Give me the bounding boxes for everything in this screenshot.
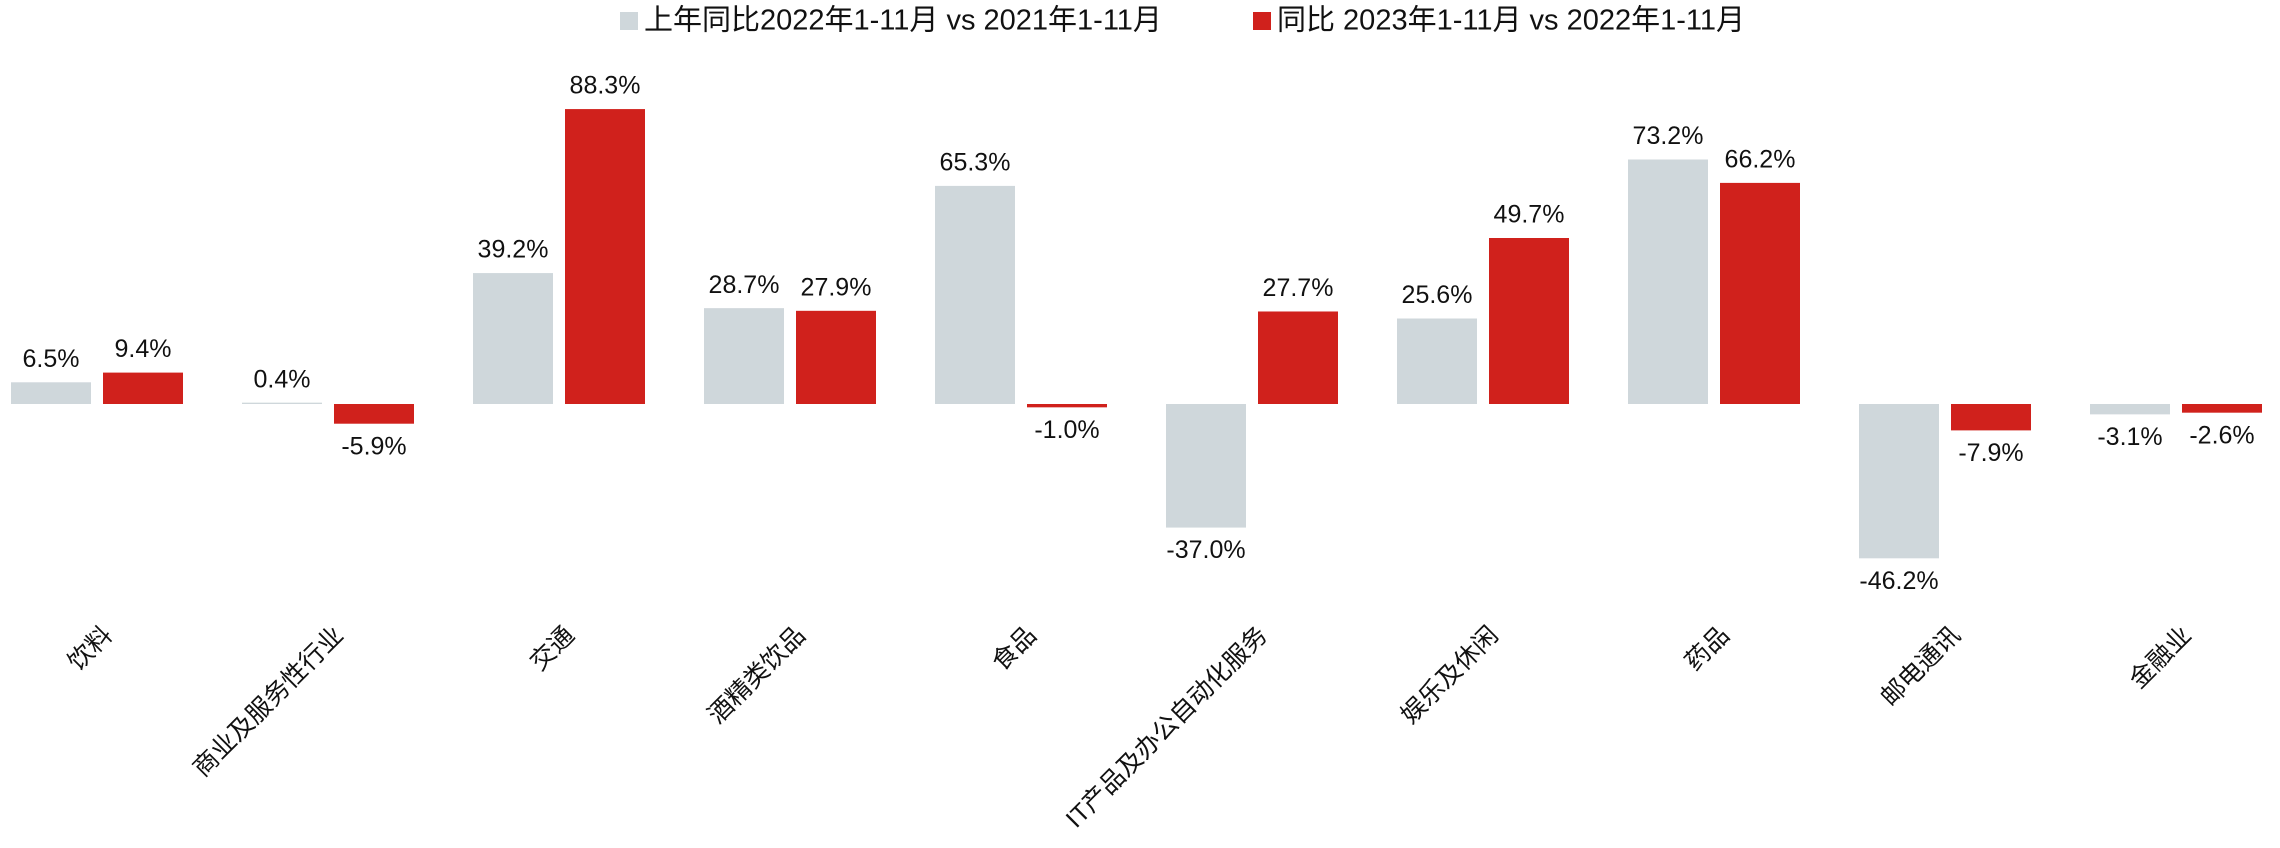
data-label: 25.6%	[1402, 281, 1473, 309]
data-label: -7.9%	[1958, 439, 2023, 467]
bar	[1166, 404, 1246, 528]
data-label: -1.0%	[1034, 416, 1099, 444]
data-label: 28.7%	[709, 271, 780, 299]
data-label: 49.7%	[1494, 201, 1565, 229]
x-tick-label: 邮电通讯	[1875, 621, 1966, 712]
legend-label: 同比 2023年1-11月 vs 2022年1-11月	[1277, 4, 1745, 37]
bar	[1951, 404, 2031, 431]
x-tick-label: 饮料	[63, 621, 118, 676]
bar	[935, 185, 1015, 404]
bar	[1489, 238, 1569, 404]
data-label: 88.3%	[570, 72, 641, 100]
bar	[796, 310, 876, 404]
x-tick-label: 交通	[525, 621, 580, 676]
x-tick-label: 娱乐及休闲	[1396, 621, 1504, 729]
x-tick-label: 药品	[1680, 621, 1735, 676]
legend-label: 上年同比2022年1-11月 vs 2021年1-11月	[644, 4, 1162, 37]
bar	[242, 402, 322, 404]
bar	[1258, 311, 1338, 404]
bar	[11, 382, 91, 404]
data-label: 39.2%	[478, 236, 549, 264]
data-label: -3.1%	[2097, 423, 2162, 451]
bar	[1628, 159, 1708, 404]
data-label: 27.7%	[1263, 274, 1334, 302]
legend-swatch	[620, 12, 638, 30]
bar	[565, 109, 645, 404]
x-tick-label: IT产品及办公自动化服务	[1061, 621, 1273, 833]
bar	[2182, 404, 2262, 413]
x-tick-label: 商业及服务性行业	[188, 621, 349, 782]
bar	[1397, 318, 1477, 404]
x-tick-label: 食品	[987, 621, 1042, 676]
legend-swatch	[1253, 12, 1271, 30]
data-label: 73.2%	[1633, 122, 1704, 150]
x-tick-label: 酒精类饮品	[703, 621, 811, 729]
data-label: 0.4%	[254, 365, 311, 393]
bar	[704, 308, 784, 404]
bar	[1859, 404, 1939, 559]
bar	[473, 273, 553, 404]
bar	[1027, 404, 1107, 408]
bar	[334, 404, 414, 424]
data-label: 9.4%	[115, 335, 172, 363]
bar	[103, 372, 183, 404]
data-label: -5.9%	[341, 432, 406, 460]
bar	[2090, 404, 2170, 415]
data-label: -2.6%	[2189, 421, 2254, 449]
data-label: 65.3%	[940, 149, 1011, 177]
bar	[1720, 182, 1800, 404]
data-label: 27.9%	[801, 273, 872, 301]
data-label: 66.2%	[1725, 146, 1796, 174]
x-tick-label: 金融业	[2124, 621, 2197, 694]
data-label: -46.2%	[1859, 567, 1938, 595]
data-label: -37.0%	[1166, 536, 1245, 564]
data-label: 6.5%	[23, 345, 80, 373]
